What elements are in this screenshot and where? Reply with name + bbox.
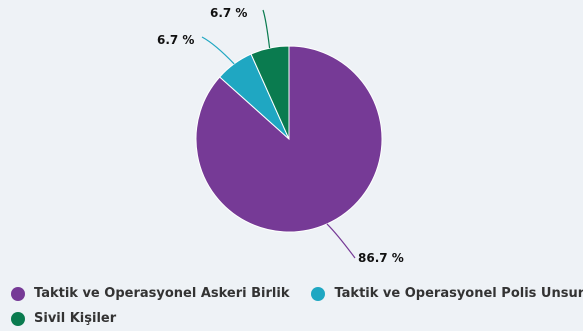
legend-marker-askeri-birlik <box>11 286 25 301</box>
leader-line-sivil-kisiler <box>262 9 271 49</box>
data-labels: 86.7 % 6.7 % 6.7 % <box>157 6 404 265</box>
pie-slice-sivil-kisiler[interactable] <box>250 45 290 140</box>
legend-marker-sivil-kisiler <box>11 311 25 326</box>
leader-line-polis-unsuru <box>201 36 235 65</box>
legend-item-polis-unsuru[interactable]: Taktik ve Operasyonel Polis Unsuru <box>300 286 583 301</box>
pie-slices <box>195 45 383 233</box>
legend-marker-polis-unsuru <box>311 286 326 301</box>
legend-row-1: Taktik ve Operasyonel Askeri Birlik Takt… <box>0 281 583 306</box>
legend-label-sivil-kisiler: Sivil Kişiler <box>34 311 117 326</box>
legend-label-polis-unsuru: Taktik ve Operasyonel Polis Unsuru <box>334 286 583 301</box>
legend-label-askeri-birlik: Taktik ve Operasyonel Askeri Birlik <box>34 286 290 301</box>
data-label-askeri-birlik: 86.7 % <box>358 251 404 265</box>
data-label-sivil-kisiler: 6.7 % <box>210 6 247 20</box>
data-label-polis-unsuru: 6.7 % <box>157 33 194 47</box>
pie-chart: 86.7 % 6.7 % 6.7 % <box>157 6 404 265</box>
legend: Taktik ve Operasyonel Askeri Birlik Takt… <box>0 281 583 331</box>
legend-item-askeri-birlik[interactable]: Taktik ve Operasyonel Askeri Birlik <box>0 286 289 301</box>
leader-lines <box>201 9 356 259</box>
leader-line-askeri-birlik <box>326 223 356 259</box>
legend-row-2: Sivil Kişiler <box>0 306 583 331</box>
legend-item-sivil-kisiler[interactable]: Sivil Kişiler <box>0 311 116 326</box>
